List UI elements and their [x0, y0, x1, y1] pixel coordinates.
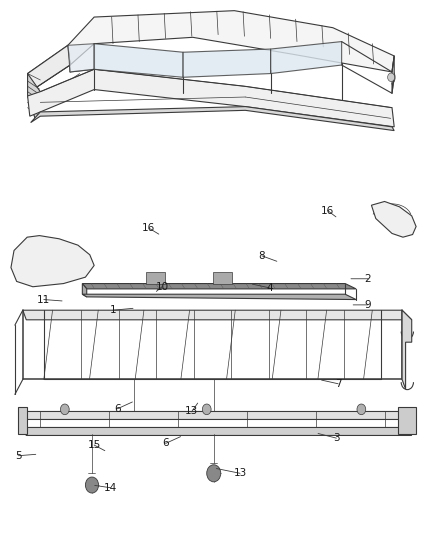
Text: 14: 14	[104, 483, 117, 492]
Polygon shape	[18, 407, 27, 434]
Polygon shape	[23, 310, 412, 320]
Text: 7: 7	[335, 379, 342, 389]
Polygon shape	[23, 411, 411, 419]
Circle shape	[85, 477, 99, 493]
Polygon shape	[398, 407, 416, 434]
Polygon shape	[28, 74, 40, 118]
Circle shape	[60, 404, 69, 415]
Text: 13: 13	[233, 469, 247, 478]
Circle shape	[207, 465, 221, 482]
Polygon shape	[392, 56, 394, 93]
Text: 16: 16	[321, 206, 334, 215]
Polygon shape	[28, 69, 394, 127]
Circle shape	[202, 404, 211, 415]
Circle shape	[388, 73, 395, 82]
Polygon shape	[82, 284, 356, 289]
Text: 5: 5	[15, 451, 22, 461]
Polygon shape	[213, 272, 232, 284]
Text: 16: 16	[142, 223, 155, 233]
Polygon shape	[82, 294, 356, 300]
Polygon shape	[68, 44, 94, 72]
Text: 1: 1	[110, 305, 117, 315]
Text: 8: 8	[258, 251, 265, 261]
Text: 10: 10	[155, 282, 169, 292]
Polygon shape	[23, 427, 411, 435]
Circle shape	[357, 404, 366, 415]
Text: 2: 2	[364, 274, 371, 284]
Text: 15: 15	[88, 440, 101, 450]
Text: 4: 4	[266, 283, 273, 293]
Polygon shape	[371, 201, 416, 237]
Polygon shape	[402, 310, 412, 389]
Polygon shape	[28, 45, 70, 92]
Text: 3: 3	[333, 433, 340, 443]
Text: 6: 6	[114, 404, 121, 414]
Polygon shape	[68, 11, 394, 72]
Text: 9: 9	[364, 300, 371, 310]
Polygon shape	[11, 236, 94, 287]
Text: 13: 13	[185, 407, 198, 416]
Polygon shape	[94, 44, 183, 77]
Polygon shape	[271, 42, 342, 74]
Polygon shape	[28, 45, 70, 92]
Polygon shape	[146, 272, 165, 284]
Polygon shape	[82, 284, 87, 297]
Polygon shape	[28, 74, 35, 118]
Polygon shape	[31, 107, 394, 131]
Text: 6: 6	[162, 439, 169, 448]
Text: 11: 11	[37, 295, 50, 304]
Polygon shape	[183, 49, 271, 77]
